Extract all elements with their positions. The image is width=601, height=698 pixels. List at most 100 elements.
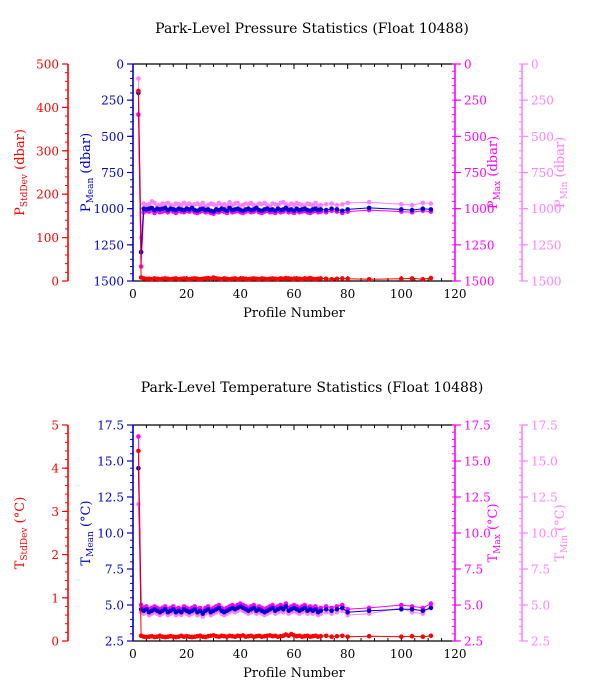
y-tick-label: 1500 — [531, 275, 562, 289]
data-point-min — [334, 202, 340, 208]
data-point-min — [318, 202, 324, 208]
chart-title: Park-Level Pressure Statistics (Float 10… — [155, 21, 469, 37]
y-label-symbol: P — [13, 207, 28, 216]
y-axis-label-min: PMin (dbar) — [553, 137, 570, 209]
y-axis-label-mean: PMean (dbar) — [79, 133, 96, 212]
y-tick-label: 0 — [464, 58, 472, 72]
data-point-stddev — [409, 276, 415, 281]
data-point-stddev — [318, 633, 324, 639]
y-label-subscript: Max — [493, 534, 503, 554]
y-tick-label: 15.0 — [97, 455, 124, 469]
x-tick-label: 120 — [444, 647, 467, 661]
y-label-symbol: T — [553, 553, 568, 562]
data-point-min — [323, 202, 329, 207]
y-tick-label: 1000 — [93, 202, 124, 216]
y-label-unit: (°C) — [79, 500, 94, 531]
y-tick-label: 10.0 — [97, 527, 124, 541]
x-tick-label: 120 — [444, 287, 467, 301]
data-point-mean — [366, 205, 372, 211]
chart-temperature: Park-Level Temperature Statistics (Float… — [13, 380, 570, 681]
y-label-symbol: P — [553, 199, 568, 208]
data-point-mean — [409, 607, 415, 612]
data-point-min — [213, 203, 219, 209]
y-tick-label: 750 — [531, 166, 554, 180]
data-point-stddev — [329, 277, 334, 282]
y-tick-label: 750 — [464, 166, 487, 180]
y-tick-label: 2 — [51, 548, 59, 562]
y-axis-max: 2.5 5.0 7.5 10.0 12.5 15.0 17.5 TMax (°C) — [452, 419, 503, 649]
y-label-subscript: Min — [560, 181, 570, 199]
data-point-mean — [283, 604, 289, 609]
data-point-stddev — [428, 633, 434, 639]
y-tick-label: 1500 — [93, 275, 124, 289]
chart-title: Park-Level Temperature Statistics (Float… — [141, 380, 484, 396]
series-mean — [136, 90, 434, 255]
y-label-symbol: T — [79, 557, 94, 566]
data-point-mean — [318, 608, 324, 614]
y-tick-label: 1250 — [531, 238, 562, 252]
y-tick-label: 0 — [531, 58, 539, 72]
y-label-unit: (°C) — [13, 497, 28, 528]
y-tick-label: 0 — [51, 275, 59, 289]
data-point-mean — [329, 206, 334, 211]
y-label-unit: (dbar) — [13, 129, 28, 174]
y-tick-label: 500 — [36, 58, 59, 72]
y-tick-label: 12.5 — [464, 491, 491, 505]
x-tick-label: 40 — [233, 647, 248, 661]
data-point-min — [200, 200, 206, 206]
y-label-subscript: StdDev — [20, 527, 30, 561]
y-tick-label: 1000 — [464, 202, 495, 216]
series-line-mean — [137, 468, 432, 615]
y-label-unit: (°C) — [553, 504, 568, 535]
y-tick-label: 7.5 — [531, 563, 550, 577]
data-point-min — [345, 200, 351, 206]
series-line-max — [137, 114, 431, 267]
y-tick-label: 1 — [51, 591, 59, 605]
y-label-subscript: Mean — [86, 178, 96, 204]
y-tick-label: 5.0 — [105, 599, 124, 613]
y-tick-label: 7.5 — [464, 563, 483, 577]
data-point-mean — [334, 607, 340, 612]
y-tick-label: 17.5 — [531, 419, 558, 433]
data-point-stddev — [323, 276, 329, 282]
data-point-mean — [318, 207, 324, 212]
data-point-stddev — [366, 633, 372, 639]
y-axis-label-stddev: PStdDev (dbar) — [13, 129, 30, 216]
data-point-stddev — [323, 633, 329, 639]
y-tick-label: 10.0 — [531, 527, 558, 541]
y-axis-min: 0 250 500 750 1000 1250 1500 PMin (dbar) — [519, 58, 570, 289]
data-point-min — [152, 200, 157, 206]
chart-pressure: Park-Level Pressure Statistics (Float 10… — [13, 21, 570, 321]
y-tick-label: 12.5 — [531, 491, 558, 505]
data-point-stddev — [340, 276, 345, 281]
data-point-min — [146, 202, 152, 207]
x-axis-label: Profile Number — [243, 306, 346, 321]
y-label-subscript: Max — [493, 181, 503, 201]
data-point-mean — [420, 608, 426, 614]
y-tick-label: 17.5 — [464, 419, 491, 433]
data-point-stddev — [136, 448, 141, 454]
data-point-mean — [428, 207, 434, 212]
x-tick-label: 20 — [179, 647, 194, 661]
y-label-symbol: T — [486, 554, 501, 563]
y-tick-label: 15.0 — [531, 455, 558, 469]
x-tick-label: 0 — [129, 287, 137, 301]
y-axis-mean: 0 250 500 750 1000 1250 1500 PMean (dbar) — [79, 58, 134, 289]
y-axis-mean: 2.5 5.0 7.5 10.0 12.5 15.0 17.5 TMean (°C) — [79, 419, 134, 649]
data-point-stddev — [136, 88, 141, 94]
data-point-stddev — [399, 276, 404, 282]
data-point-stddev — [428, 275, 434, 281]
data-point-mean — [323, 607, 329, 612]
y-label-symbol: T — [13, 560, 28, 569]
series-mean — [136, 465, 434, 616]
series-min — [136, 501, 434, 619]
y-axis-label-stddev: TStdDev (°C) — [13, 497, 30, 570]
y-tick-label: 500 — [101, 130, 124, 144]
y-tick-label: 300 — [36, 144, 59, 158]
y-tick-label: 500 — [464, 130, 487, 144]
y-tick-label: 5 — [51, 419, 59, 433]
y-tick-label: 7.5 — [105, 563, 124, 577]
data-point-stddev — [345, 276, 351, 282]
data-point-mean — [162, 607, 168, 612]
